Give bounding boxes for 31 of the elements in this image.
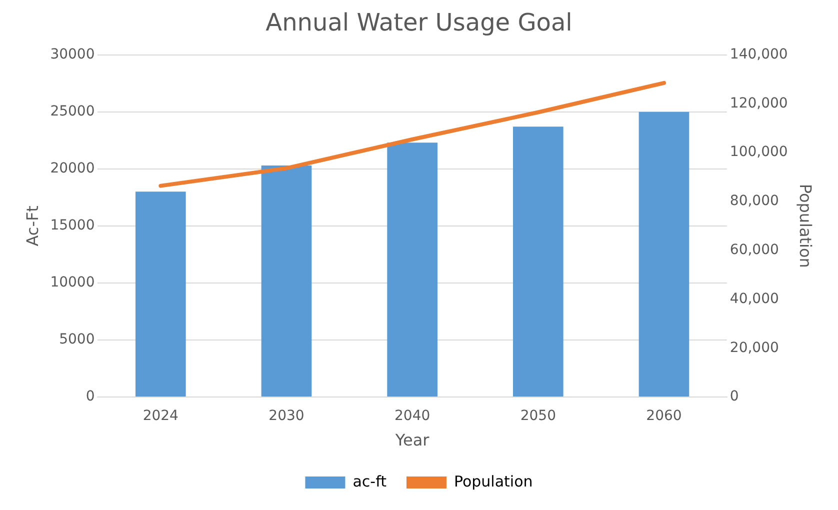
y2-tick-label: 140,000 bbox=[730, 46, 788, 62]
y-tick-label: 20000 bbox=[50, 160, 95, 177]
x-tick-label: 2050 bbox=[520, 408, 556, 424]
x-tick-label: 2060 bbox=[646, 408, 682, 424]
y2-tick-label: 20,000 bbox=[730, 340, 779, 356]
y2-tick-label: 120,000 bbox=[730, 95, 788, 112]
bar bbox=[387, 142, 438, 396]
y-tick-label: 0 bbox=[86, 388, 95, 405]
y-tick-label: 25000 bbox=[50, 103, 95, 120]
legend-label: Population bbox=[454, 472, 533, 490]
x-axis-title: Year bbox=[394, 430, 430, 450]
y-tick-label: 5000 bbox=[59, 332, 95, 348]
y2-tick-label: 40,000 bbox=[730, 290, 779, 307]
bar bbox=[512, 126, 564, 396]
y-tick-label: 10000 bbox=[50, 274, 95, 291]
bar bbox=[638, 112, 690, 396]
y-tick-label: 15000 bbox=[50, 218, 95, 234]
y2-tick-label: 60,000 bbox=[730, 242, 779, 258]
x-tick-label: 2024 bbox=[142, 408, 179, 424]
x-tick-label: 2030 bbox=[268, 408, 304, 424]
bar bbox=[261, 165, 312, 396]
y2-tick-label: 80,000 bbox=[730, 193, 779, 210]
y2-tick-label: 100,000 bbox=[730, 144, 788, 160]
y-axis-title: Ac-Ft bbox=[22, 206, 42, 246]
bar bbox=[135, 192, 186, 396]
legend-label: ac-ft bbox=[352, 472, 387, 490]
y-tick-label: 30000 bbox=[50, 46, 95, 62]
chart-title: Annual Water Usage Goal bbox=[266, 8, 572, 37]
y2-tick-label: 0 bbox=[730, 388, 739, 405]
x-tick-label: 2040 bbox=[394, 408, 430, 424]
y2-axis-title: Population bbox=[796, 184, 816, 268]
